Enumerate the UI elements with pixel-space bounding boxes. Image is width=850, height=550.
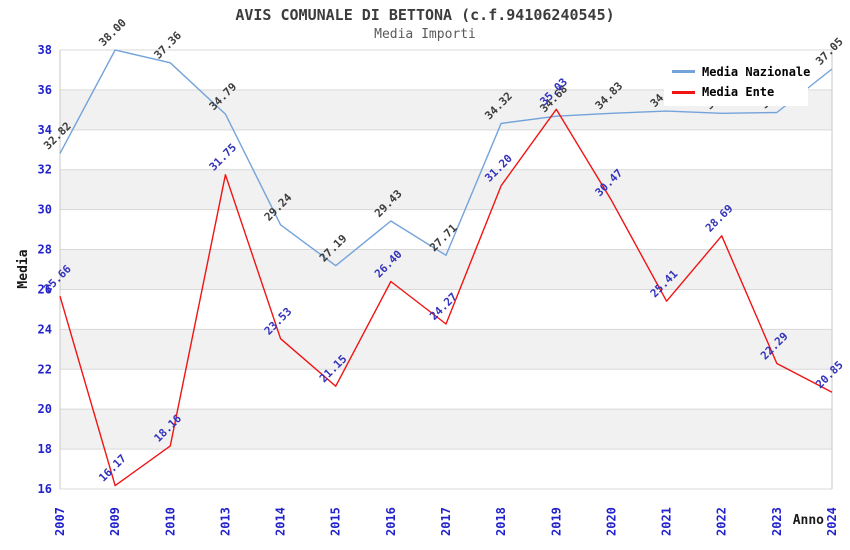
- y-tick-label: 32: [38, 163, 52, 177]
- x-tick-label: 2020: [604, 507, 618, 536]
- legend-item-media-nazionale: Media Nazionale: [672, 64, 811, 79]
- chart-title: AVIS COMUNALE DI BETTONA (c.f.9410624054…: [235, 6, 615, 24]
- x-tick-label: 2009: [108, 507, 122, 536]
- y-tick-label: 34: [38, 123, 52, 137]
- x-tick-label: 2014: [274, 507, 288, 536]
- grid-band: [60, 249, 832, 290]
- y-tick-label: 18: [38, 442, 52, 456]
- x-tick-label: 2022: [715, 507, 729, 536]
- legend-marker-nazionale-icon: [672, 70, 695, 74]
- x-tick-label: 2016: [384, 507, 398, 536]
- x-tick-label: 2019: [549, 507, 563, 536]
- y-tick-label: 36: [38, 83, 52, 97]
- y-tick-label: 28: [38, 243, 52, 257]
- x-axis-title: Anno: [793, 513, 824, 528]
- y-tick-label: 24: [38, 322, 52, 336]
- grid-band: [60, 329, 832, 370]
- legend-item-media-ente: Media Ente: [672, 85, 808, 99]
- point-label: 31.75: [207, 141, 240, 174]
- x-tick-label: 2013: [218, 507, 232, 536]
- y-tick-label: 16: [38, 482, 52, 496]
- y-tick-label: 26: [38, 282, 52, 296]
- legend-label-ente: Media Ente: [702, 85, 775, 100]
- chart-subtitle: Media Importi: [374, 27, 476, 42]
- legend-label-nazionale: Media Nazionale: [702, 64, 811, 79]
- legend: Media Nazionale Media Ente: [664, 58, 811, 106]
- point-label: 38.00: [96, 16, 129, 49]
- grid-band: [60, 169, 832, 210]
- y-axis-title: Media: [16, 249, 31, 288]
- grid-band: [60, 409, 832, 450]
- point-label: 24.27: [427, 290, 460, 323]
- x-tick-label: 2017: [439, 507, 453, 536]
- x-tick-label: 2010: [163, 507, 177, 536]
- point-label: 37.05: [813, 35, 846, 68]
- series-line-media-nazionale: [59, 49, 833, 267]
- y-tick-label: 38: [38, 43, 52, 57]
- y-tick-label: 30: [38, 203, 52, 217]
- x-tick-label: 2023: [770, 507, 784, 536]
- x-tick-label: 2018: [494, 507, 508, 536]
- x-tick-label: 2015: [329, 507, 343, 536]
- x-tick-label: 2021: [660, 507, 674, 536]
- x-tick-label: 2007: [53, 507, 67, 536]
- x-tick-label: 2024: [825, 507, 839, 536]
- point-label: 37.36: [152, 29, 185, 62]
- legend-marker-ente-icon: [672, 90, 695, 94]
- y-tick-label: 22: [38, 362, 52, 376]
- y-tick-label: 20: [38, 402, 52, 416]
- series-line-media-ente: [59, 108, 833, 487]
